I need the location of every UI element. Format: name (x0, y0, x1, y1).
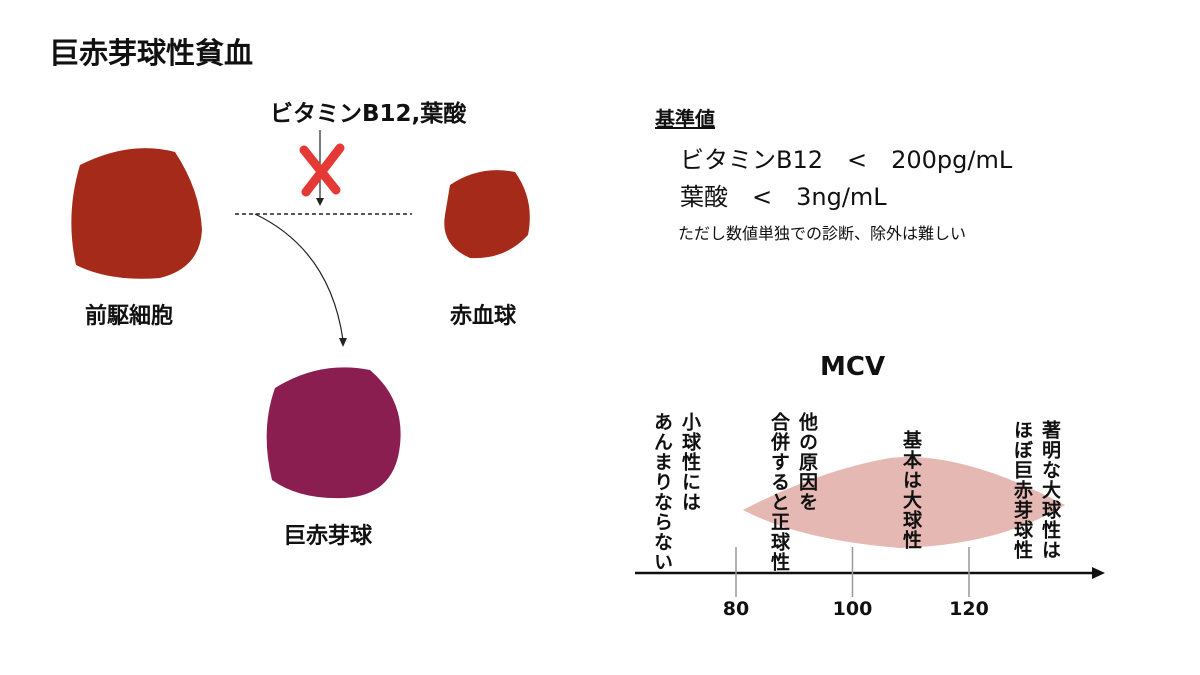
mcv-label-line: 小球性には (679, 412, 701, 512)
curved-arrow (254, 213, 344, 341)
distribution-lens (743, 456, 1065, 548)
megaloblast (266, 367, 401, 499)
tick-label: 120 (949, 598, 989, 620)
mcv-label-line: 著明な大球性は (1039, 420, 1061, 560)
tick-label: 80 (722, 598, 750, 620)
red-blood-cell (444, 170, 530, 259)
node-label: 赤血球 (450, 304, 517, 329)
mcv-label: 他の原因を 合併すると正球性 (765, 412, 821, 572)
block-mark (299, 143, 345, 197)
reference-heading: 基準値 (655, 107, 715, 131)
mcv-label: 著明な大球性は ほぼ巨赤芽球性 (1008, 420, 1064, 560)
node-label: 前駆細胞 (85, 304, 174, 329)
mcv-label-line: 合併すると正球性 (768, 412, 790, 572)
mcv-label: 基本は大球性 (897, 430, 925, 550)
precursor-cell (71, 148, 202, 279)
mcv-title: MCV (820, 352, 886, 382)
node-label: 巨赤芽球 (284, 524, 373, 549)
mcv-label-line: あんまりならない (651, 412, 673, 572)
mcv-label-line: ほぼ巨赤芽球性 (1011, 420, 1033, 560)
mcv-label-line: 基本は大球性 (900, 430, 922, 550)
reference-note: ただし数値単独での診断、除外は難しい (678, 224, 967, 243)
title: 巨赤芽球性貧血 (50, 36, 254, 70)
arrow-head (316, 198, 324, 206)
inhibitor-label: ビタミンB12,葉酸 (270, 101, 467, 127)
tick-label: 100 (832, 598, 873, 620)
mcv-label-line: 他の原因を (796, 412, 818, 512)
arrow-head (339, 338, 347, 347)
reference-line: ビタミンB12 < 200pg/mL (680, 146, 1013, 174)
reference-line: 葉酸 < 3ng/mL (680, 183, 887, 211)
axis-arrow (1092, 567, 1105, 579)
mcv-label: 小球性には あんまりならない (648, 412, 704, 572)
